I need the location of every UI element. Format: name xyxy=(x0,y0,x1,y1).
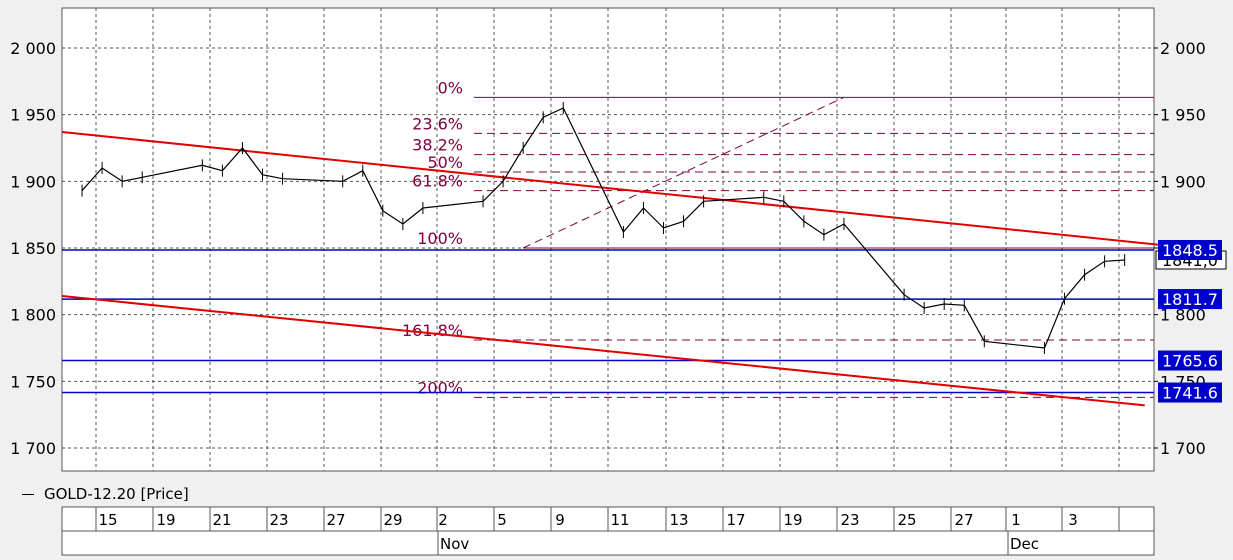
y-tick-label-left: 1 700 xyxy=(10,439,56,458)
x-tick-label: 21 xyxy=(212,511,231,529)
fib-level-label: 38.2% xyxy=(412,136,463,155)
x-tick-label: 27 xyxy=(326,511,345,529)
y-tick-label-left: 1 900 xyxy=(10,172,56,191)
fib-level-label: 100% xyxy=(417,229,463,248)
level-label-box xyxy=(1158,239,1222,260)
x-tick-label: 17 xyxy=(726,511,745,529)
x-month-label: Nov xyxy=(440,535,469,553)
x-tick-label: 27 xyxy=(954,511,973,529)
x-tick-label: 1 xyxy=(1011,511,1021,529)
x-tick-label: 23 xyxy=(269,511,288,529)
x-tick-label: 19 xyxy=(783,511,802,529)
x-tick-label: 3 xyxy=(1068,511,1078,529)
x-tick-label: 15 xyxy=(98,511,117,529)
level-label-box xyxy=(1158,289,1222,310)
x-tick-label: 19 xyxy=(156,511,175,529)
level-label: 1811.7 xyxy=(1162,290,1218,309)
x-tick-label: 2 xyxy=(438,511,448,529)
legend-line-icon xyxy=(22,493,34,495)
x-tick-label: 9 xyxy=(555,511,565,529)
x-month-label: Dec xyxy=(1010,535,1039,553)
legend: GOLD-12.20 [Price] xyxy=(22,484,189,504)
x-tick-label: 5 xyxy=(497,511,507,529)
horizontal-levels[interactable] xyxy=(62,249,1154,394)
level-label: 1741.6 xyxy=(1162,384,1218,403)
legend-label: GOLD-12.20 [Price] xyxy=(44,485,189,503)
price-series xyxy=(81,102,1126,354)
plot-area xyxy=(61,7,1155,472)
x-tick-label: 13 xyxy=(669,511,688,529)
y-tick-label-right: 1 700 xyxy=(1160,439,1206,458)
trendline xyxy=(61,131,1165,247)
y-tick-label-right: 1 800 xyxy=(1160,306,1206,325)
fib-level-label: 50% xyxy=(427,153,463,172)
y-tick-label-right: 2 000 xyxy=(1160,39,1206,58)
fib-diagonal xyxy=(522,96,845,249)
y-tick-label-left: 1 850 xyxy=(10,239,56,258)
y-tick-label-right: 1 900 xyxy=(1160,172,1206,191)
x-tick-label: 11 xyxy=(610,511,629,529)
fib-level-label: 200% xyxy=(417,378,463,397)
y-tick-label-left: 1 800 xyxy=(10,306,56,325)
y-tick-label-left: 1 950 xyxy=(10,106,56,125)
trendline xyxy=(61,295,1145,407)
level-label: 1848.5 xyxy=(1162,241,1218,260)
x-tick-label: 25 xyxy=(897,511,916,529)
y-tick-label-left: 2 000 xyxy=(10,39,56,58)
x-tick-label: 23 xyxy=(840,511,859,529)
fib-level-label: 61.8% xyxy=(412,172,463,191)
level-label: 1765.6 xyxy=(1162,352,1218,371)
y-tick-label-right: 1 950 xyxy=(1160,106,1206,125)
x-tick-label: 29 xyxy=(383,511,402,529)
fib-level-label: 23.6% xyxy=(412,114,463,133)
x-axis-months-row xyxy=(61,530,1155,556)
level-label-box xyxy=(1158,382,1222,403)
fibonacci-tool[interactable]: 0%23.6%38.2%50%61.8%100%161.8%200% xyxy=(402,78,1154,398)
grid xyxy=(62,8,1154,471)
level-label-box xyxy=(1158,350,1222,371)
fib-level-label: 0% xyxy=(438,78,463,97)
trendlines[interactable] xyxy=(61,131,1165,407)
y-tick-label-left: 1 750 xyxy=(10,372,56,391)
